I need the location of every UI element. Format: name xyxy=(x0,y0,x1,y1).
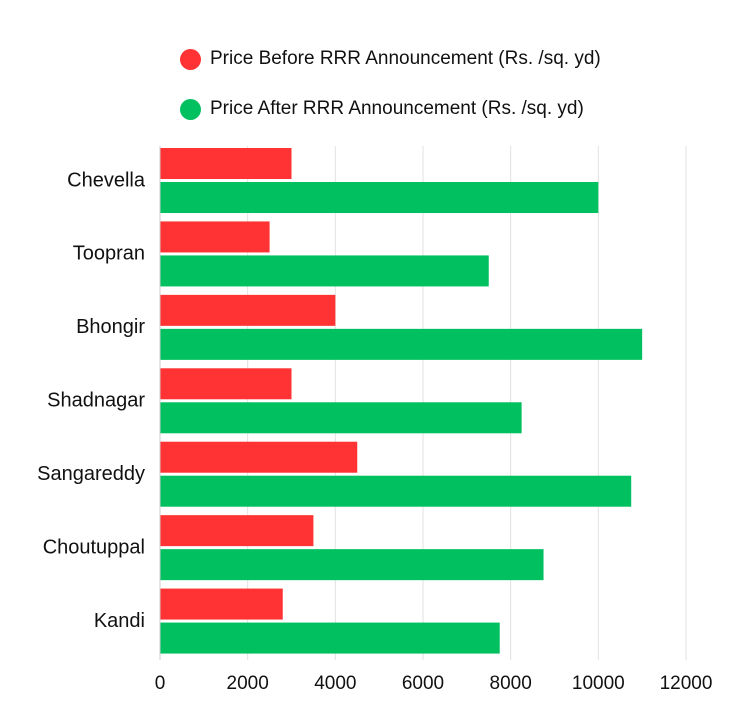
bar-after-sangareddy xyxy=(160,475,632,507)
x-tick-label: 4000 xyxy=(314,673,356,694)
bar-after-choutuppal xyxy=(160,549,544,581)
category-label: Chevella xyxy=(67,169,146,191)
category-label: Bhongir xyxy=(76,316,145,338)
category-label: Sangareddy xyxy=(37,463,145,485)
x-tick-label: 10000 xyxy=(572,673,625,694)
x-tick-label: 0 xyxy=(155,673,166,694)
legend-item-before: Price Before RRR Announcement (Rs. /sq. … xyxy=(180,48,601,70)
bar-after-kandi xyxy=(160,622,500,654)
bar-before-shadnagar xyxy=(160,368,292,400)
x-tick-label: 2000 xyxy=(227,673,269,694)
bar-before-sangareddy xyxy=(160,441,358,473)
legend-swatch-after xyxy=(180,98,201,120)
bar-before-chevella xyxy=(160,148,292,179)
bar-before-kandi xyxy=(160,588,283,620)
bar-after-toopran xyxy=(160,255,489,287)
bar-before-bhongir xyxy=(160,294,336,326)
category-label: Shadnagar xyxy=(47,390,145,412)
x-tick-label: 8000 xyxy=(490,673,532,694)
legend-label-before: Price Before RRR Announcement (Rs. /sq. … xyxy=(210,48,601,69)
category-label: Kandi xyxy=(94,610,145,632)
bar-after-chevella xyxy=(160,182,599,213)
legend-label-after: Price After RRR Announcement (Rs. /sq. y… xyxy=(210,98,584,119)
bar-after-bhongir xyxy=(160,328,643,360)
legend-swatch-before xyxy=(180,48,201,70)
x-tick-label: 6000 xyxy=(402,673,444,694)
bar-before-toopran xyxy=(160,221,270,253)
bar-before-choutuppal xyxy=(160,515,314,547)
category-label: Choutuppal xyxy=(43,536,145,558)
category-label: Toopran xyxy=(73,243,145,265)
bar-after-shadnagar xyxy=(160,402,522,434)
x-tick-label: 12000 xyxy=(660,673,713,694)
legend-item-after: Price After RRR Announcement (Rs. /sq. y… xyxy=(180,98,584,120)
